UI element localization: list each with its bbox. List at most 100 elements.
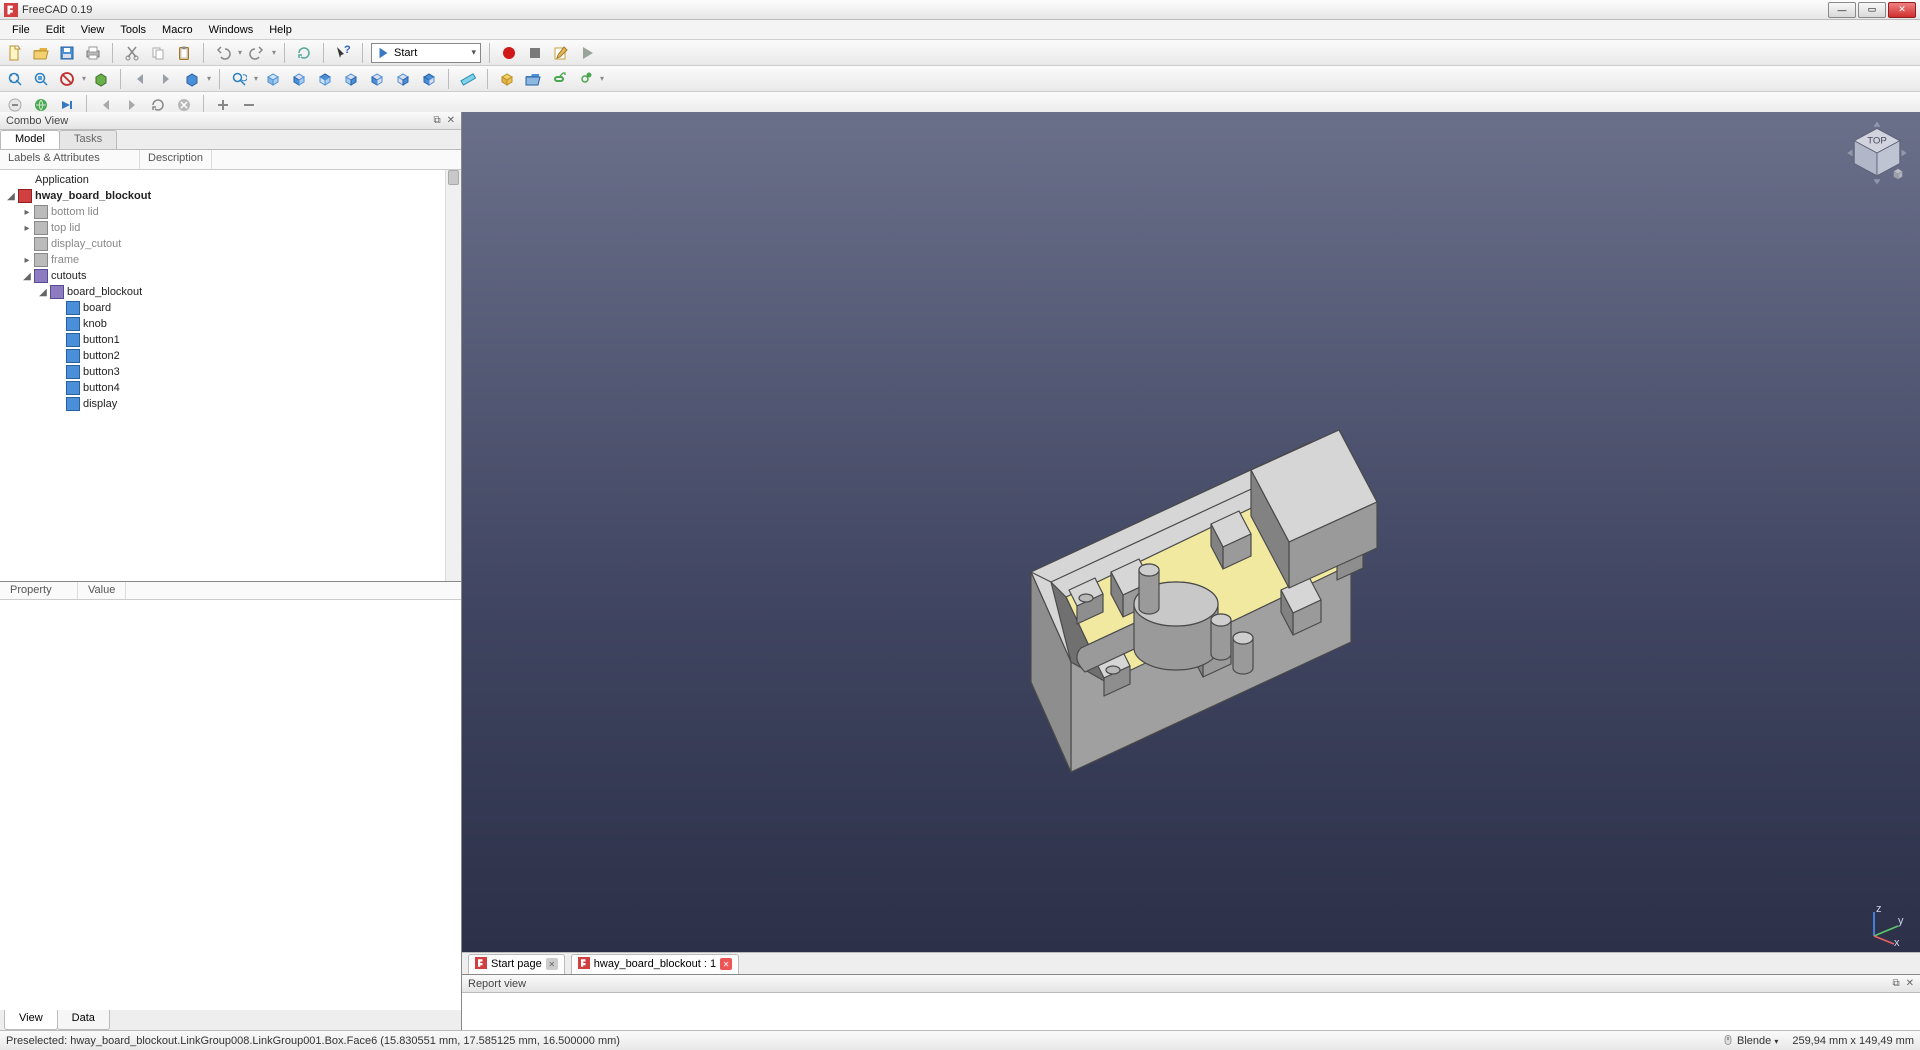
tree-item[interactable]: ▸top lid — [2, 220, 457, 236]
tree-expand-icon[interactable]: ◢ — [38, 287, 48, 298]
nav-forward-button[interactable] — [155, 68, 177, 90]
macro-stop-button[interactable] — [524, 42, 546, 64]
bottom-view-button[interactable] — [392, 68, 414, 90]
save-button[interactable] — [56, 42, 78, 64]
measure-button[interactable] — [457, 68, 479, 90]
panel-float-button[interactable]: ⧉ — [433, 115, 440, 126]
macro-record-button[interactable] — [498, 42, 520, 64]
undo-button[interactable] — [212, 42, 234, 64]
3d-viewport[interactable]: TOP z y x — [462, 112, 1920, 952]
property-col-name[interactable]: Property — [0, 582, 78, 599]
tree-item[interactable]: ◢hway_board_blockout — [2, 188, 457, 204]
group-create-button[interactable] — [522, 68, 544, 90]
tree-item[interactable]: display_cutout — [2, 236, 457, 252]
bounding-box-button[interactable] — [90, 68, 112, 90]
property-col-value[interactable]: Value — [78, 582, 126, 599]
cut-button[interactable] — [121, 42, 143, 64]
undo-dropdown-icon[interactable]: ▾ — [238, 48, 242, 57]
menu-help[interactable]: Help — [261, 22, 300, 38]
tree-node-icon — [34, 253, 48, 267]
property-tab-data[interactable]: Data — [57, 1010, 110, 1030]
tree-node-label: board — [83, 302, 111, 314]
tree-item[interactable]: display — [2, 396, 457, 412]
tree-col-desc[interactable]: Description — [140, 150, 212, 169]
whats-this-button[interactable]: ? — [332, 42, 354, 64]
tree-item[interactable]: knob — [2, 316, 457, 332]
tree-scrollbar[interactable] — [445, 170, 461, 581]
nav-back-button[interactable] — [129, 68, 151, 90]
tree-item[interactable]: ▸bottom lid — [2, 204, 457, 220]
fit-selection-button[interactable] — [30, 68, 52, 90]
panel-close-button[interactable]: ✕ — [447, 115, 455, 126]
sync-view-button[interactable] — [228, 68, 250, 90]
tree-item[interactable]: board — [2, 300, 457, 316]
copy-button[interactable] — [147, 42, 169, 64]
drawstyle-dropdown-icon[interactable]: ▾ — [82, 74, 86, 83]
left-view-button[interactable] — [418, 68, 440, 90]
link-actions-button[interactable] — [574, 68, 596, 90]
tree-col-labels[interactable]: Labels & Attributes — [0, 150, 140, 169]
menu-tools[interactable]: Tools — [112, 22, 154, 38]
part-create-button[interactable] — [496, 68, 518, 90]
nav-style-selector[interactable]: Blende ▾ — [1722, 1034, 1778, 1047]
tree-expand-icon[interactable]: ▸ — [22, 255, 32, 266]
right-view-button[interactable] — [340, 68, 362, 90]
tree-item[interactable]: ◢cutouts — [2, 268, 457, 284]
tree-expand-icon[interactable]: ◢ — [22, 271, 32, 282]
separator — [120, 69, 121, 89]
top-view-button[interactable] — [314, 68, 336, 90]
rear-view-button[interactable] — [366, 68, 388, 90]
macro-edit-button[interactable] — [550, 42, 572, 64]
model-tree[interactable]: Application◢hway_board_blockout▸bottom l… — [0, 170, 461, 582]
redo-button[interactable] — [246, 42, 268, 64]
fit-all-button[interactable] — [4, 68, 26, 90]
linknav-dropdown-icon[interactable]: ▾ — [207, 74, 211, 83]
property-tab-view[interactable]: View — [4, 1010, 58, 1030]
tree-expand-icon[interactable]: ▸ — [22, 207, 32, 218]
tree-item[interactable]: ▸frame — [2, 252, 457, 268]
print-button[interactable] — [82, 42, 104, 64]
doc-tab[interactable]: hway_board_blockout : 1✕ — [571, 954, 739, 974]
report-close-button[interactable]: ✕ — [1906, 978, 1914, 989]
menu-macro[interactable]: Macro — [154, 22, 201, 38]
menu-windows[interactable]: Windows — [201, 22, 262, 38]
isometric-view-button[interactable] — [262, 68, 284, 90]
window-maximize-button[interactable]: ▭ — [1858, 2, 1886, 18]
draw-style-button[interactable] — [56, 68, 78, 90]
window-minimize-button[interactable]: — — [1828, 2, 1856, 18]
tree-expand-icon[interactable]: ▸ — [22, 223, 32, 234]
paste-button[interactable] — [173, 42, 195, 64]
new-document-button[interactable] — [4, 42, 26, 64]
navigation-cube[interactable]: TOP — [1842, 118, 1912, 188]
combo-tab-tasks[interactable]: Tasks — [59, 130, 117, 149]
menu-file[interactable]: File — [4, 22, 38, 38]
redo-dropdown-icon[interactable]: ▾ — [272, 48, 276, 57]
sync-dropdown-icon[interactable]: ▾ — [254, 74, 258, 83]
report-view-panel: Report view ⧉✕ — [462, 974, 1920, 1030]
front-view-button[interactable] — [288, 68, 310, 90]
tree-expand-icon[interactable]: ◢ — [6, 191, 16, 202]
doc-tab-close-button[interactable]: ✕ — [720, 958, 732, 970]
menu-view[interactable]: View — [73, 22, 113, 38]
open-document-button[interactable] — [30, 42, 52, 64]
tree-item[interactable]: button4 — [2, 380, 457, 396]
report-float-button[interactable]: ⧉ — [1892, 978, 1899, 989]
tree-item[interactable]: button2 — [2, 348, 457, 364]
link-dropdown-icon[interactable]: ▾ — [600, 74, 604, 83]
tree-item[interactable]: Application — [2, 172, 457, 188]
doc-tab-close-button[interactable]: ✕ — [546, 958, 558, 970]
svg-text:?: ? — [344, 45, 351, 56]
menu-edit[interactable]: Edit — [38, 22, 73, 38]
tree-item[interactable]: button3 — [2, 364, 457, 380]
macro-run-button[interactable] — [576, 42, 598, 64]
doc-tab[interactable]: Start page✕ — [468, 954, 565, 974]
workbench-selector[interactable]: Start ▾ — [371, 43, 481, 63]
link-make-button[interactable] — [548, 68, 570, 90]
report-body[interactable] — [462, 993, 1920, 1030]
combo-tab-model[interactable]: Model — [0, 130, 60, 149]
tree-item[interactable]: ◢board_blockout — [2, 284, 457, 300]
tree-item[interactable]: button1 — [2, 332, 457, 348]
link-nav-button[interactable] — [181, 68, 203, 90]
refresh-button[interactable] — [293, 42, 315, 64]
window-close-button[interactable]: ✕ — [1888, 2, 1916, 18]
